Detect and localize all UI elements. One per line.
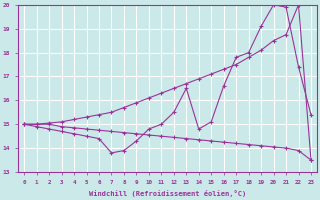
X-axis label: Windchill (Refroidissement éolien,°C): Windchill (Refroidissement éolien,°C) xyxy=(89,190,246,197)
